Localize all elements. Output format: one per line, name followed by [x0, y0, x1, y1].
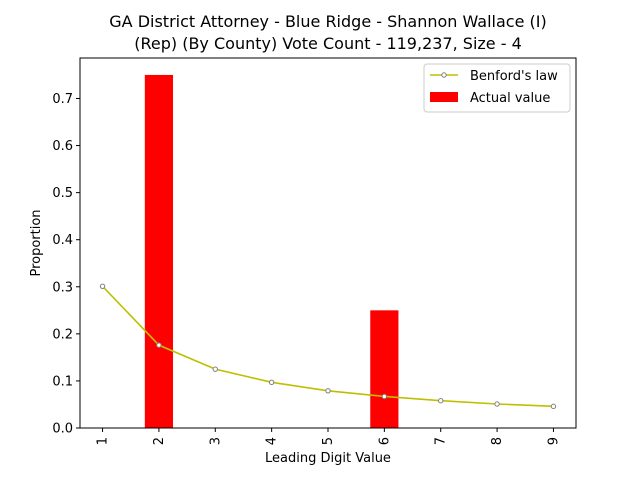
x-tick-label-8: 8: [490, 437, 505, 445]
x-axis-label: Leading Digit Value: [265, 451, 391, 466]
x-tick-label-1: 1: [96, 437, 111, 445]
legend: Benford's law Actual value: [423, 63, 571, 113]
x-tick-label-7: 7: [434, 437, 449, 445]
plot-area: [99, 74, 557, 428]
x-tick-label-6: 6: [377, 437, 392, 445]
y-axis: 0.0 0.1 0.2 0.3 0.4 0.5 0.6 0.7: [52, 92, 80, 437]
line-series: [99, 283, 557, 410]
y-tick-label: 0.6: [52, 139, 73, 154]
x-tick-label-4: 4: [265, 437, 280, 445]
bar-digit-2: [144, 74, 173, 428]
benford-point-4: [268, 379, 275, 386]
benford-point-5: [325, 388, 331, 394]
y-tick-label: 0.4: [52, 233, 73, 248]
legend-marker-swatch: [441, 72, 447, 78]
x-axis: 1 2 3 4 5 6 7 8 9: [96, 428, 561, 445]
legend-box: [423, 63, 571, 113]
x-tick-label-5: 5: [321, 437, 336, 445]
benford-point-2: [156, 342, 162, 348]
benford-point-8: [494, 401, 500, 407]
bar-digit-6: [370, 310, 399, 428]
y-tick-label: 0.3: [52, 280, 73, 295]
legend-bar-swatch: [430, 92, 458, 102]
benford-point-1: [99, 283, 106, 290]
legend-label-actual: Actual value: [470, 91, 550, 106]
benford-point-3: [212, 366, 218, 372]
bar-series: [144, 74, 399, 428]
benford-point-7: [438, 398, 444, 404]
y-tick-label: 0.1: [52, 374, 73, 389]
legend-label-benford: Benford's law: [470, 69, 558, 84]
x-tick-label-2: 2: [152, 437, 167, 445]
y-axis-label: Proportion: [29, 209, 44, 276]
x-tick-label-9: 9: [546, 437, 561, 445]
chart-title-line-2: (Rep) (By County) Vote Count - 119,237, …: [134, 34, 522, 53]
y-tick-label: 0.0: [52, 422, 73, 437]
benford-point-6: [381, 393, 388, 400]
x-tick-label-3: 3: [208, 437, 223, 445]
y-tick-label: 0.5: [52, 186, 73, 201]
y-tick-label: 0.7: [52, 92, 73, 107]
chart-title-line-1: GA District Attorney - Blue Ridge - Shan…: [109, 12, 546, 31]
y-tick-label: 0.2: [52, 327, 73, 342]
benford-point-9: [550, 403, 557, 410]
